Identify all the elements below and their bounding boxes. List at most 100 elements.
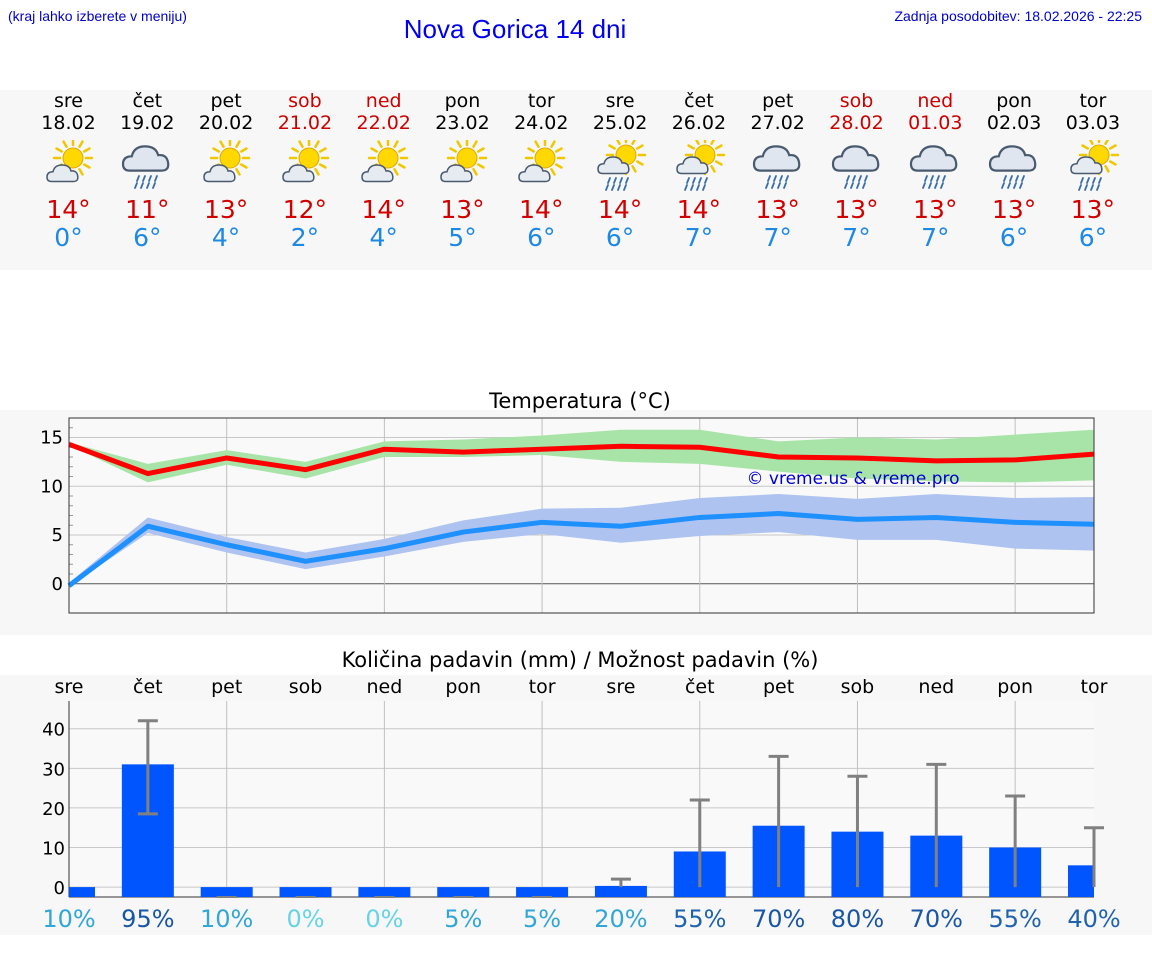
day-min-temp: 7° xyxy=(684,223,714,252)
y-tick-label: 0 xyxy=(52,574,63,595)
day-weekday: sob xyxy=(839,90,874,112)
cloud-rain-icon xyxy=(752,145,801,189)
day-date: 19.02 xyxy=(120,112,175,134)
precip-probability: 70% xyxy=(752,905,805,933)
x-category-label: sob xyxy=(841,676,875,698)
forecast-day: ned 22.02 14° 4° xyxy=(344,90,424,252)
x-category-label: čet xyxy=(133,676,163,698)
x-category-label: pon xyxy=(997,676,1033,698)
day-min-temp: 6° xyxy=(999,223,1029,252)
forecast-day: tor 24.02 14° 6° xyxy=(501,90,581,252)
precip-probability: 10% xyxy=(200,905,253,933)
forecast-strip xyxy=(0,90,1152,270)
day-weekday: sre xyxy=(605,90,635,112)
x-category-label: čet xyxy=(685,676,715,698)
precip-probability: 0% xyxy=(365,905,403,933)
day-date: 24.02 xyxy=(514,112,569,134)
day-min-temp: 5° xyxy=(448,223,477,252)
day-date: 25.02 xyxy=(592,112,648,134)
day-max-temp: 13° xyxy=(755,195,800,224)
day-weekday: tor xyxy=(527,90,555,112)
day-date: 02.03 xyxy=(986,112,1042,134)
precip-probability: 55% xyxy=(988,905,1041,933)
day-weekday: tor xyxy=(1079,90,1107,112)
cloud-rain-icon xyxy=(831,145,879,189)
x-category-label: sre xyxy=(606,676,635,698)
day-min-temp: 6° xyxy=(605,223,635,252)
y-tick-label: 15 xyxy=(40,428,63,449)
day-min-temp: 2° xyxy=(290,223,320,252)
x-category-label: sob xyxy=(289,676,323,698)
day-max-temp: 13° xyxy=(1070,195,1116,224)
day-max-temp: 13° xyxy=(991,195,1037,224)
precip-bar xyxy=(358,887,411,897)
day-date: 20.02 xyxy=(198,112,254,134)
day-min-temp: 6° xyxy=(527,223,556,252)
x-category-label: pet xyxy=(211,676,242,698)
sun-cloud-icon xyxy=(518,140,566,183)
precip-probability: 0% xyxy=(286,905,324,933)
series-max-line xyxy=(68,441,1095,477)
y-tick-label: 20 xyxy=(42,799,65,820)
precip-probability: 20% xyxy=(594,905,647,933)
day-max-temp: 13° xyxy=(203,195,249,224)
y-tick-label: 10 xyxy=(40,476,63,497)
forecast-day: sre 18.02 14° 0° xyxy=(29,90,109,252)
day-min-temp: 7° xyxy=(921,223,950,252)
day-weekday: pet xyxy=(210,90,242,112)
forecast-day: pon 23.02 13° 5° xyxy=(423,90,503,252)
y-tick-label: 30 xyxy=(42,759,65,780)
day-min-temp: 0° xyxy=(54,223,83,252)
day-date: 28.02 xyxy=(829,112,884,134)
day-min-temp: 7° xyxy=(763,223,792,252)
day-min-temp: 6° xyxy=(133,223,162,252)
day-date: 21.02 xyxy=(277,112,333,134)
forecast-day: tor 03.03 13° 6° xyxy=(1053,90,1133,252)
precip-bar xyxy=(1068,865,1094,897)
forecast-day: sre 25.02 14° 6° xyxy=(580,90,660,252)
day-weekday: ned xyxy=(917,90,954,112)
precip-probability: 5% xyxy=(523,905,561,933)
x-category-label: pet xyxy=(763,676,794,698)
day-weekday: ned xyxy=(365,90,402,112)
sun-cloud-icon xyxy=(203,140,251,183)
day-date: 03.03 xyxy=(1065,112,1121,134)
day-weekday: sre xyxy=(54,90,83,112)
x-category-label: tor xyxy=(529,676,556,698)
day-weekday: čet xyxy=(132,90,163,112)
watermark: © vreme.us & vreme.pro xyxy=(746,469,959,489)
precip-probability: 5% xyxy=(444,905,482,933)
day-max-temp: 11° xyxy=(125,195,170,224)
last-updated: Zadnja posodobitev: 18.02.2026 - 22:25 xyxy=(894,8,1142,24)
day-max-temp: 13° xyxy=(440,195,485,224)
precip-bar xyxy=(594,885,647,897)
x-category-label: ned xyxy=(366,676,402,698)
day-weekday: pon xyxy=(996,90,1032,112)
day-weekday: pet xyxy=(762,90,794,112)
day-min-temp: 4° xyxy=(369,223,398,252)
cloud-rain-icon xyxy=(988,145,1037,189)
temperature-chart: 0 5 10 15 © vreme.us & vreme.pro xyxy=(40,417,1095,614)
precip-bar xyxy=(279,887,332,897)
cloud-rain-icon xyxy=(910,145,958,189)
precip-probability: 40% xyxy=(1067,905,1120,933)
forecast-day: ned 01.03 13° 7° xyxy=(895,90,975,252)
day-date: 22.02 xyxy=(356,112,411,134)
forecast-day: sob 21.02 12° 2° xyxy=(265,90,345,252)
y-tick-label: 10 xyxy=(42,839,65,860)
day-max-temp: 14° xyxy=(597,195,643,224)
day-weekday: pon xyxy=(444,90,481,112)
precip-probability: 80% xyxy=(831,905,884,933)
day-min-temp: 4° xyxy=(211,223,241,252)
sun-cloud-rain-icon xyxy=(676,140,726,191)
precip-chart: sre čet pet sob ned pon tor sre čet pet sob ned pon t… xyxy=(42,676,1121,933)
sun-cloud-rain-icon xyxy=(1070,140,1120,191)
day-max-temp: 14° xyxy=(519,195,564,224)
x-category-label: tor xyxy=(1081,676,1108,698)
forecast-day: čet 26.02 14° 7° xyxy=(659,90,739,252)
y-tick-label: 5 xyxy=(52,525,63,546)
day-date: 18.02 xyxy=(41,112,96,134)
day-max-temp: 14° xyxy=(676,195,722,224)
precip-probability: 10% xyxy=(42,905,95,933)
day-date: 01.03 xyxy=(908,112,963,134)
